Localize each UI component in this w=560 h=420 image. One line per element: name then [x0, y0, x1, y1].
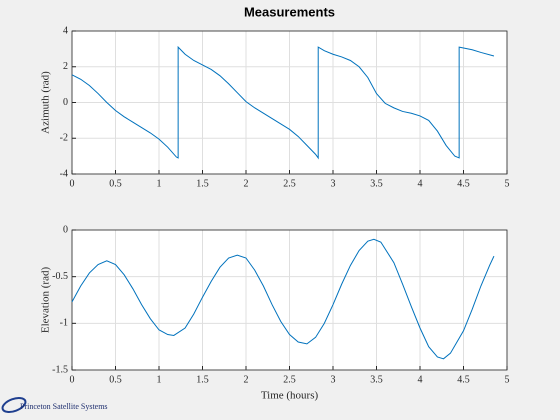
axes-box	[71, 30, 508, 175]
x-tick-label: 3	[331, 178, 336, 189]
x-tick-label: 0	[70, 178, 75, 189]
axes: 0 0.5 1 1.5 2 2.5 3 3.5 4 4.5 5 -1.5 -1 -0.5 0 Elevatio…	[40, 224, 510, 401]
y-tick-label: -1	[60, 318, 68, 329]
x-tick-label: 1.5	[196, 374, 209, 385]
y-tick-label: -0.5	[52, 271, 68, 282]
logo-swoosh	[1, 397, 27, 413]
y-tick-label: 4	[63, 25, 68, 36]
x-tick-label: 2	[244, 178, 249, 189]
x-tick-label: 3.5	[370, 374, 383, 385]
x-tick-label: 0.5	[109, 374, 122, 385]
logo: Princeton Satellite Systems	[1, 397, 108, 413]
x-tick-label: 4.5	[457, 374, 470, 385]
x-tick-label: 3	[331, 374, 336, 385]
x-tick-label: 0.5	[109, 178, 122, 189]
x-tick-label: 2	[244, 374, 249, 385]
x-tick-label: 2.5	[283, 178, 296, 189]
y-tick-label: 2	[63, 61, 68, 72]
y-tick-label: 0	[63, 97, 68, 108]
chart-title: Measurements	[244, 4, 335, 19]
y-tick-label: -2	[60, 133, 68, 144]
x-tick-label: 4	[418, 374, 423, 385]
data-line	[71, 238, 495, 360]
y-tick-label: 0	[63, 224, 68, 235]
x-tick-label: 2.5	[283, 374, 296, 385]
data-line	[71, 45, 495, 160]
x-tick-label: 0	[70, 374, 75, 385]
x-tick-label: 1	[157, 178, 162, 189]
x-axis-label: Time (hours)	[261, 390, 319, 402]
x-tick-label: 1	[157, 374, 162, 385]
x-tick-label: 1.5	[196, 178, 209, 189]
y-tick-label: -1.5	[52, 364, 68, 375]
x-tick-label: 4	[418, 178, 423, 189]
axes: 0 0.5 1 1.5 2 2.5 3 3.5 4 4.5 5 -4 -2 0 2 4 Measurements…	[40, 4, 510, 189]
x-tick-label: 5	[505, 374, 510, 385]
y-tick-label: -4	[60, 168, 68, 179]
logo-text: Princeton Satellite Systems	[20, 402, 108, 411]
y-axis-label: Elevation (rad)	[40, 267, 52, 334]
y-axis-label: Azimuth (rad)	[40, 71, 52, 134]
x-tick-label: 4.5	[457, 178, 470, 189]
x-tick-label: 3.5	[370, 178, 383, 189]
x-tick-label: 5	[505, 178, 510, 189]
axes-box	[71, 229, 508, 371]
